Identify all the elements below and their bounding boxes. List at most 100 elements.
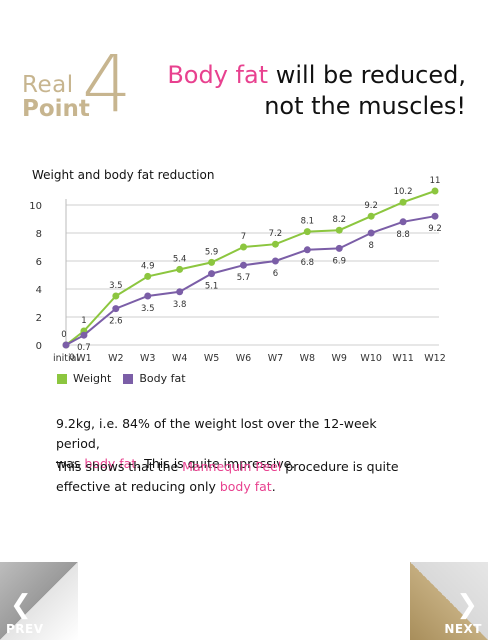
weight-point (176, 265, 184, 273)
next-label: NEXT (444, 622, 482, 636)
bodyfat-point (62, 341, 70, 349)
weight-data-label: 1 (81, 316, 86, 326)
brand-real: Real (22, 72, 74, 98)
prev-button[interactable]: ❮ PREV (0, 562, 78, 640)
y-tick-label: 0 (36, 341, 42, 352)
weight-data-label: 4.9 (141, 261, 155, 271)
legend-bodyfat-swatch (123, 373, 134, 384)
x-tick-label: W8 (300, 353, 315, 364)
chart-title: Weight and body fat reduction (32, 168, 215, 182)
x-tick-label: W12 (424, 353, 445, 364)
p2-mannequin-peel: Mannequin Peel (182, 459, 282, 474)
bodyfat-data-label: 0.7 (77, 343, 91, 353)
weight-point (399, 198, 407, 206)
x-tick-label: W1 (76, 353, 91, 364)
bodyfat-point (144, 292, 152, 300)
x-tick-label: W5 (204, 353, 219, 364)
weight-data-label: 8.1 (301, 217, 315, 227)
bodyfat-data-label: 3.8 (173, 300, 187, 310)
bodyfat-point (303, 246, 311, 254)
y-tick-label: 6 (36, 257, 42, 268)
bodyfat-point (208, 270, 216, 278)
headline-line2: not the muscles! (264, 92, 466, 120)
chevron-right-icon: ❯ (456, 590, 478, 620)
bodyfat-point (112, 305, 120, 313)
weight-data-label: 0 (61, 330, 66, 340)
bodyfat-data-label: 6.8 (301, 258, 315, 268)
summary-paragraph-1: 9.2kg, i.e. 84% of the weight lost over … (56, 414, 406, 474)
weight-data-label: 8.2 (332, 215, 346, 225)
p2-effective: effective at reducing only (56, 479, 220, 494)
weight-data-label: 9.2 (364, 201, 378, 211)
bodyfat-data-label: 5.7 (237, 273, 251, 283)
p1-end: . This is quite impressive. (136, 456, 296, 471)
x-tick-label: W10 (360, 353, 381, 364)
p1-was: was (56, 456, 85, 471)
bodyfat-data-label: 8.8 (396, 230, 410, 240)
x-tick-label: W11 (392, 353, 413, 364)
p2-mid: procedure is quite (281, 459, 399, 474)
y-tick-label: 8 (36, 229, 42, 240)
p1-body-fat: body fat (84, 456, 137, 471)
x-tick-label: W9 (332, 353, 347, 364)
bodyfat-data-label: 6.9 (332, 256, 346, 266)
bodyfat-data-label: 8 (368, 241, 373, 251)
chart-legend: Weight Body fat (57, 372, 198, 385)
weight-data-label: 3.5 (109, 281, 123, 291)
weight-data-label: 11 (430, 176, 441, 186)
weight-point (335, 226, 343, 234)
legend-bodyfat-label: Body fat (139, 372, 186, 385)
weight-point (367, 212, 375, 220)
bodyfat-data-label: 6 (273, 269, 278, 279)
bodyfat-point (271, 257, 279, 265)
legend-weight-swatch (57, 373, 67, 384)
prev-label: PREV (6, 622, 44, 636)
bodyfat-point (176, 288, 184, 296)
weight-point (112, 292, 120, 300)
chevron-left-icon: ❮ (10, 590, 32, 620)
y-tick-label: 10 (29, 201, 42, 212)
summary-paragraph-2: This shows that the Mannequin Peel proce… (56, 457, 406, 497)
p2-line1: This shows that the Mannequin Peel proce… (56, 457, 406, 477)
next-button[interactable]: ❯ NEXT (410, 562, 488, 640)
bodyfat-point (240, 261, 247, 269)
x-tick-label: W4 (172, 353, 187, 364)
x-tick-label: W3 (140, 353, 155, 364)
weight-point (431, 187, 439, 195)
x-tick-label: W6 (236, 353, 251, 364)
weight-data-label: 5.4 (173, 254, 187, 264)
page-headline: Body fat will be reduced, not the muscle… (146, 60, 466, 122)
weight-data-label: 5.9 (205, 247, 219, 257)
brand-number: 4 (82, 40, 132, 130)
x-tick-label: W7 (268, 353, 283, 364)
bodyfat-data-label: 9.2 (428, 224, 442, 234)
weight-point (271, 240, 279, 248)
bodyfat-point (335, 244, 343, 252)
y-tick-label: 4 (36, 285, 42, 296)
p1-line2: was body fat. This is quite impressive. (56, 454, 406, 474)
bodyfat-data-label: 5.1 (205, 282, 219, 292)
bodyfat-point (399, 218, 407, 226)
bodyfat-point (367, 229, 375, 237)
legend-weight: Weight (57, 372, 111, 385)
bodyfat-data-label: 2.6 (109, 317, 123, 327)
p2-body-fat: body fat (219, 479, 272, 494)
weight-point (240, 243, 247, 251)
p2-line2: effective at reducing only body fat. (56, 477, 406, 497)
bodyfat-point (80, 331, 88, 339)
weight-point (303, 228, 311, 236)
weight-data-label: 10.2 (394, 187, 413, 197)
weight-point (208, 258, 216, 266)
weight-data-label: 7.2 (269, 229, 283, 239)
p1-line1: 9.2kg, i.e. 84% of the weight lost over … (56, 416, 377, 451)
legend-bodyfat: Body fat (123, 372, 186, 385)
p2-start: This shows that the (56, 459, 183, 474)
bodyfat-data-label: 0 (69, 353, 74, 363)
headline-line1: will be reduced, (268, 61, 466, 89)
legend-weight-label: Weight (73, 372, 112, 385)
p2-end: . (271, 479, 276, 494)
weight-point (144, 272, 152, 280)
y-tick-label: 2 (36, 313, 42, 324)
weight-data-label: 7 (241, 232, 246, 242)
